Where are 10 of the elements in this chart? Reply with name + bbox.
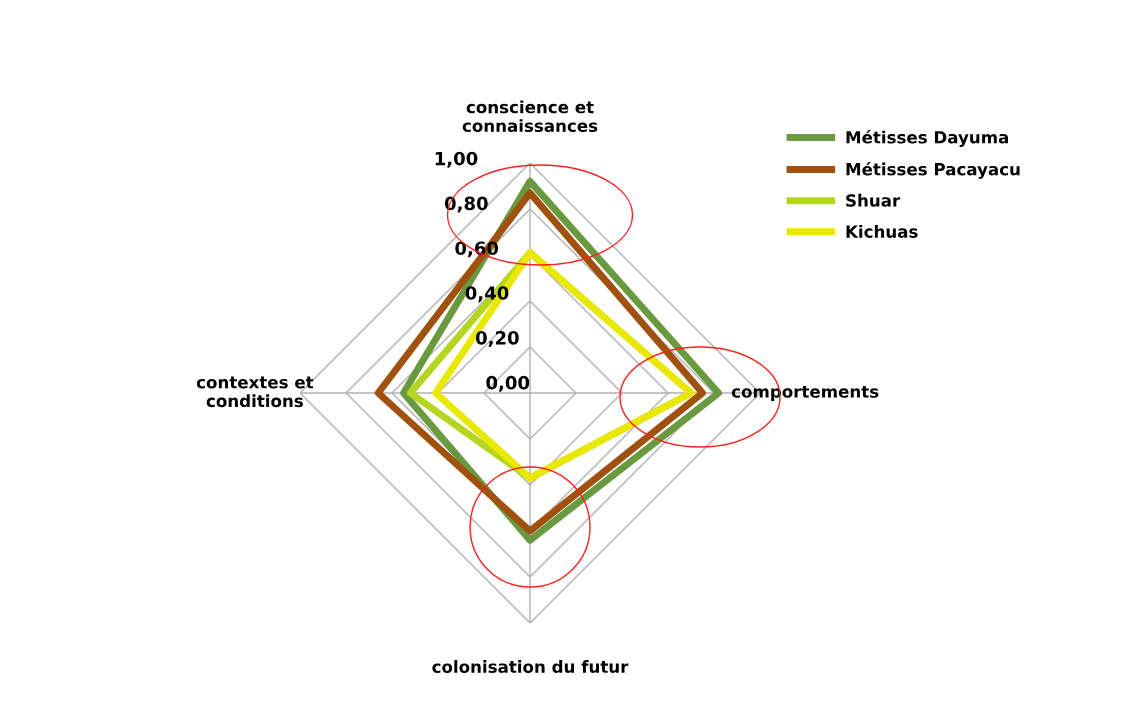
legend-label: Kichuas [846,224,918,238]
y-tick-label: 0,00 [486,375,530,392]
spoke-label: contextes et conditions [196,376,314,408]
spoke-label: colonisation du futur [432,660,629,673]
legend-label: Shuar [846,193,901,207]
y-tick-label: 0,20 [475,331,519,347]
legend-label: Métisses Pacayacu [846,161,1020,179]
spoke-label: conscience et connaissances [462,100,598,133]
legend-label: Métisses Dayuma [846,130,1009,147]
y-tick-label: 1,00 [435,151,478,168]
